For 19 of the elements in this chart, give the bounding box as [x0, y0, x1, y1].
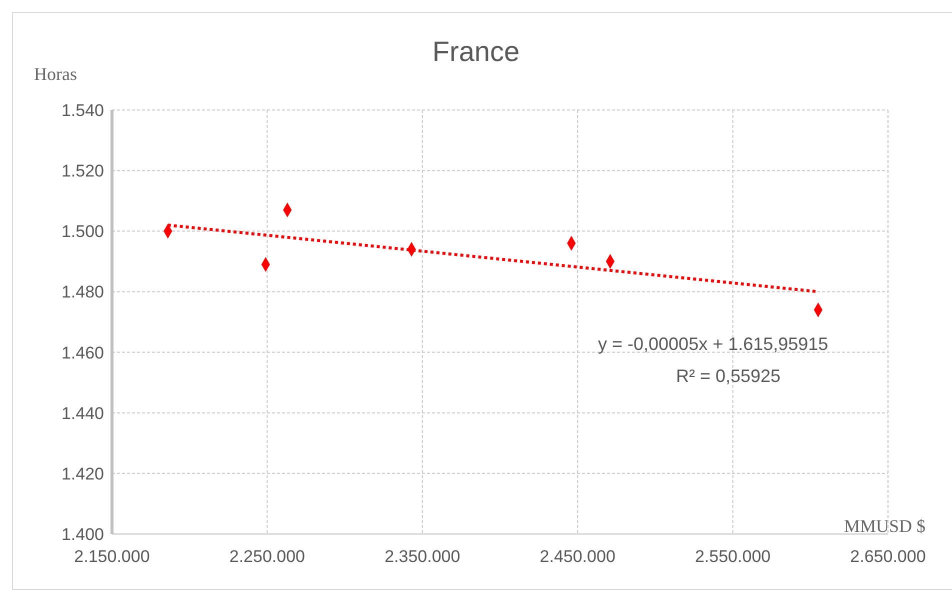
y-tick-label: 1.440: [61, 404, 104, 423]
annotation: y = -0,00005x + 1.615,95915: [598, 334, 828, 355]
annotation: R² = 0,55925: [676, 366, 781, 387]
x-tick-label: 2.450.000: [540, 547, 616, 566]
chart-title: France: [432, 36, 520, 67]
y-tick-label: 1.460: [61, 343, 104, 362]
x-tick-label: 2.150.000: [74, 547, 150, 566]
x-tick-label: 2.650.000: [850, 547, 926, 566]
x-axis-title: MMUSD $: [844, 516, 926, 537]
y-tick-label: 1.480: [61, 282, 104, 302]
y-tick-label: 1.520: [61, 162, 104, 181]
x-tick-label: 2.550.000: [694, 547, 771, 566]
y-tick-label: 1.540: [61, 101, 104, 120]
y-tick-label: 1.420: [61, 464, 104, 484]
x-tick-label: 2.350.000: [384, 547, 460, 566]
y-tick-label: 1.400: [61, 525, 104, 544]
x-tick-label: 2.250.000: [229, 547, 306, 566]
y-axis-title: Horas: [34, 64, 77, 85]
y-tick-label: 1.500: [61, 222, 104, 242]
